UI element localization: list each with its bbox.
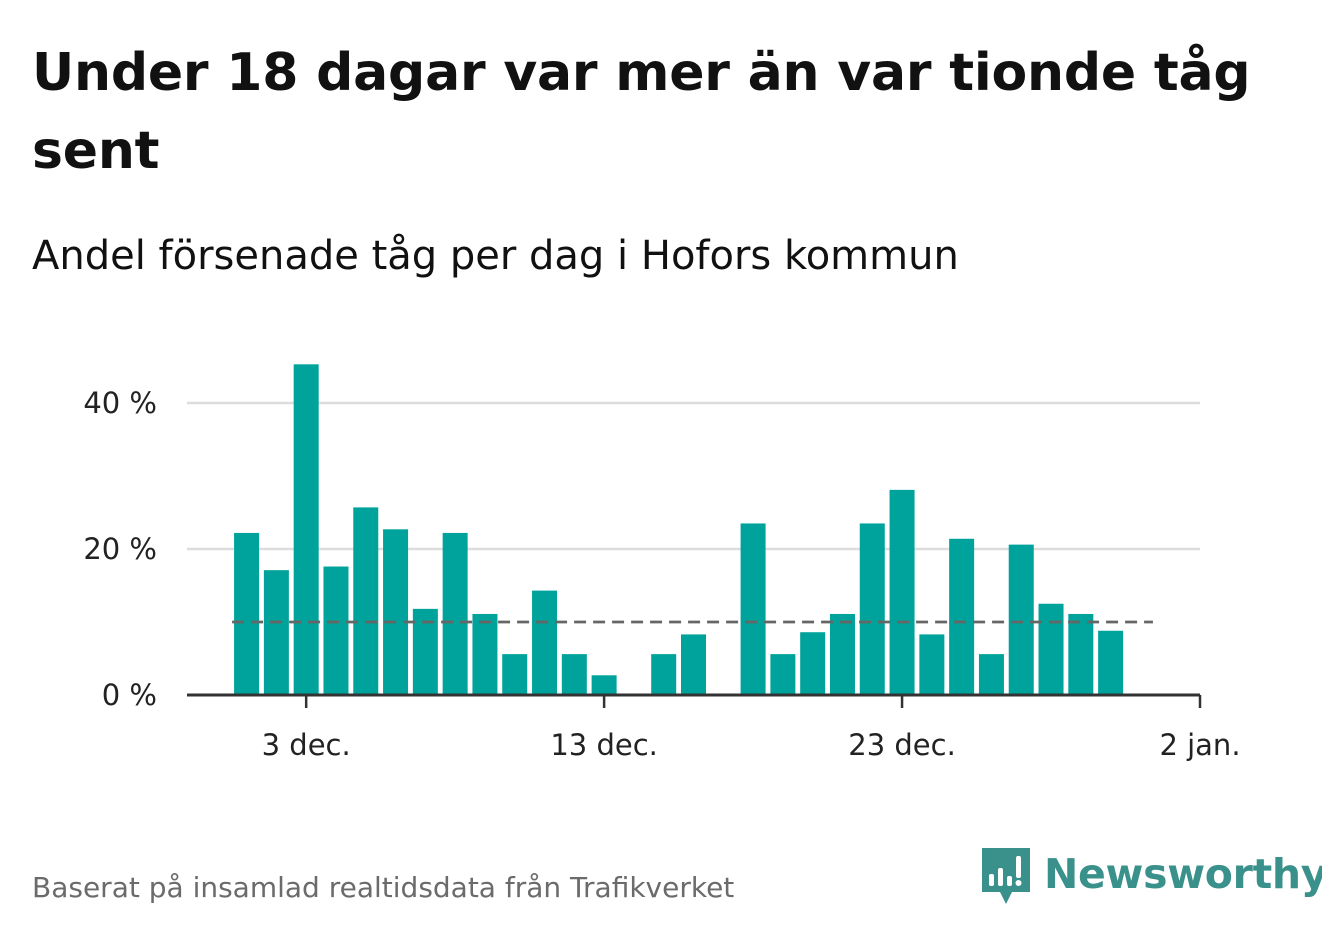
bar xyxy=(740,523,766,695)
chart-title: Under 18 dagar var mer än var tionde tåg… xyxy=(32,43,1251,181)
bar xyxy=(978,654,1004,695)
bar xyxy=(829,613,855,695)
bar xyxy=(1098,630,1124,695)
bar xyxy=(591,675,617,695)
bar xyxy=(1038,603,1064,695)
x-tick-label: 13 dec. xyxy=(550,728,658,762)
bar xyxy=(442,532,468,695)
bar xyxy=(1008,544,1034,695)
bar xyxy=(323,566,349,695)
y-tick-label: 20 % xyxy=(83,532,157,566)
bars xyxy=(234,364,1124,695)
y-tick-label: 0 % xyxy=(102,678,157,712)
x-tick-label: 23 dec. xyxy=(848,728,956,762)
chart-subtitle: Andel försenade tåg per dag i Hofors kom… xyxy=(32,233,959,279)
bar xyxy=(234,532,260,695)
bar xyxy=(532,590,558,695)
bar xyxy=(919,634,945,695)
bar xyxy=(651,654,677,695)
y-tick-label: 40 % xyxy=(83,386,157,420)
brand-logo: Newsworthy xyxy=(980,846,1322,914)
bar xyxy=(472,613,498,695)
bar xyxy=(561,654,587,695)
bar xyxy=(502,654,528,695)
grid-lines xyxy=(187,401,1200,551)
bar xyxy=(681,634,706,695)
bar xyxy=(800,632,826,695)
bar xyxy=(293,364,319,695)
bar xyxy=(770,654,796,695)
x-tick-label: 2 jan. xyxy=(1159,728,1240,762)
bar xyxy=(263,570,289,695)
bar xyxy=(353,507,379,695)
brand-name: Newsworthy xyxy=(1044,850,1322,898)
bar xyxy=(1068,613,1094,695)
axes xyxy=(187,693,1202,708)
x-tick-label: 3 dec. xyxy=(262,728,351,762)
bar xyxy=(383,529,409,695)
bar xyxy=(949,538,975,695)
bar-chart-speech-bubble-icon xyxy=(982,848,1030,904)
tick-labels: 0 % 20 % 40 % 3 dec. 13 dec. 23 dec. 2 jan. xyxy=(83,386,1240,762)
source-note: Baserat på insamlad realtidsdata från Tr… xyxy=(32,871,735,904)
bar xyxy=(859,523,885,695)
bar xyxy=(889,489,915,695)
